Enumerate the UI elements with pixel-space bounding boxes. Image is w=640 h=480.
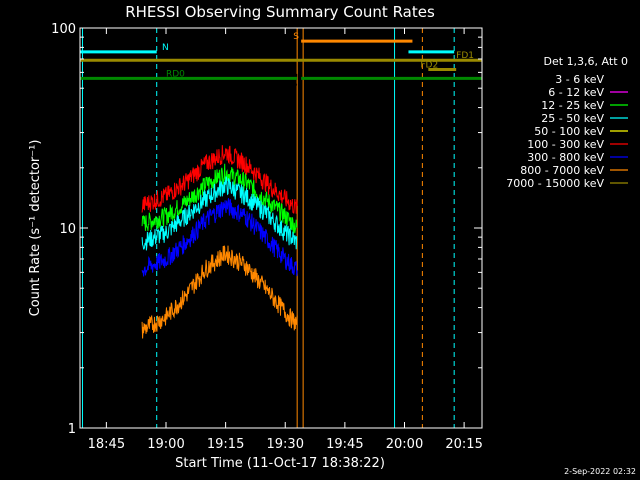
x-tick-label-3: 19:30	[267, 437, 304, 452]
series-line-12-25keV	[141, 163, 298, 235]
y-axis-label: Count Rate (s⁻¹ detector⁻¹)	[28, 140, 43, 317]
x-tick-label-5: 20:00	[386, 437, 423, 452]
band-label-RD0: RD0	[166, 69, 185, 79]
x-tick-label-0: 18:45	[88, 437, 125, 452]
band-label-FD1: FD1	[456, 51, 474, 61]
x-tick-label-6: 20:15	[445, 437, 482, 452]
legend-label-3: 25 - 50 keV	[541, 112, 604, 125]
legend-label-8: 7000 - 15000 keV	[506, 177, 604, 190]
band-label-FD0: FD0	[198, 66, 216, 76]
legend-label-7: 800 - 7000 keV	[520, 164, 604, 177]
x-tick-label-4: 19:45	[326, 437, 363, 452]
y-tick-label-1: 10	[59, 222, 76, 237]
legend-label-5: 100 - 300 keV	[527, 138, 604, 151]
x-axis-label: Start Time (11-Oct-17 18:38:22)	[175, 456, 385, 471]
legend-label-1: 6 - 12 keV	[548, 86, 604, 99]
axis-ticks: 18:45 19:00 19:15 19:30 19:45 20:00 20:15 1 10 10…	[51, 22, 483, 452]
series-line-25-50keV	[141, 176, 298, 251]
band-label-FD2: FD2	[420, 61, 438, 71]
x-tick-label-1: 19:00	[147, 437, 184, 452]
plot-area: N S FD1 FD2 FD0 RD0	[80, 28, 482, 428]
x-tick-label-2: 19:15	[207, 437, 244, 452]
chart-title: RHESSI Observing Summary Count Rates	[125, 3, 435, 21]
y-tick-label-0: 1	[68, 422, 76, 437]
legend-label-2: 12 - 25 keV	[541, 99, 604, 112]
band-label-N: N	[162, 43, 169, 53]
series-line-800-7000keV	[141, 245, 298, 339]
band-label-S: S	[293, 32, 299, 42]
y-tick-label-2: 100	[51, 22, 76, 37]
legend-label-6: 300 - 800 keV	[527, 151, 604, 164]
legend-label-0: 3 - 6 keV	[555, 73, 604, 86]
footer-timestamp: 2-Sep-2022 02:32	[564, 467, 636, 476]
series-line-300-800keV	[141, 198, 298, 277]
legend-header: Det 1,3,6, Att 0	[544, 55, 628, 68]
series-line-100-300keV	[141, 145, 298, 214]
legend-label-4: 50 - 100 keV	[534, 125, 604, 138]
